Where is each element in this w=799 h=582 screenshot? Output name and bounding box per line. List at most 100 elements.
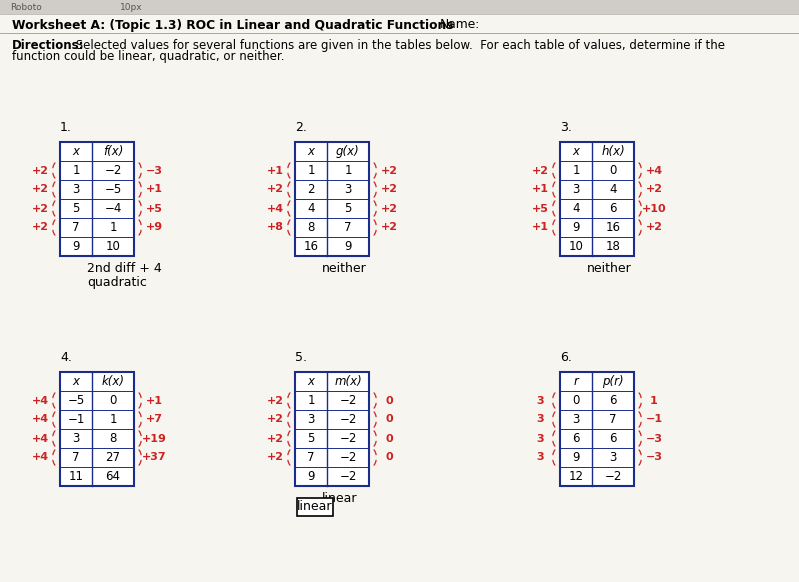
Text: 16: 16 (606, 221, 621, 234)
Text: neither: neither (322, 262, 367, 275)
Text: 9: 9 (572, 451, 580, 464)
Text: 10px: 10px (120, 2, 143, 12)
Text: 3: 3 (610, 451, 617, 464)
Text: 1: 1 (344, 164, 352, 177)
Text: +5: +5 (531, 204, 548, 214)
Text: −3: −3 (646, 452, 662, 463)
Text: 9: 9 (72, 240, 80, 253)
Text: 12: 12 (569, 470, 583, 483)
Text: +4: +4 (31, 414, 49, 424)
Text: Worksheet A: (Topic 1.3) ROC in Linear and Quadratic Functions: Worksheet A: (Topic 1.3) ROC in Linear a… (12, 19, 454, 31)
Text: m(x): m(x) (334, 375, 362, 388)
Text: −5: −5 (67, 394, 85, 407)
Text: +1: +1 (531, 184, 548, 194)
Text: −2: −2 (340, 451, 356, 464)
Text: h(x): h(x) (601, 145, 625, 158)
Text: 7: 7 (72, 221, 80, 234)
Text: +10: +10 (642, 204, 666, 214)
Text: 0: 0 (385, 414, 393, 424)
Text: 5: 5 (308, 432, 315, 445)
Text: 4: 4 (610, 183, 617, 196)
Text: 0: 0 (109, 394, 117, 407)
Text: −3: −3 (646, 434, 662, 443)
Text: −5: −5 (105, 183, 121, 196)
Text: x: x (308, 145, 315, 158)
Text: neither: neither (587, 262, 632, 275)
Text: 3: 3 (308, 413, 315, 426)
Text: +2: +2 (31, 204, 49, 214)
Text: +4: +4 (646, 165, 662, 176)
Text: +19: +19 (141, 434, 166, 443)
Text: 6: 6 (610, 202, 617, 215)
Text: +2: +2 (31, 184, 49, 194)
Text: 5: 5 (344, 202, 352, 215)
Text: Selected values for several functions are given in the tables below.  For each t: Selected values for several functions ar… (72, 39, 725, 52)
Text: g(x): g(x) (336, 145, 360, 158)
Text: 16: 16 (304, 240, 319, 253)
Text: −1: −1 (67, 413, 85, 426)
Text: x: x (573, 145, 579, 158)
Bar (295, 142, 369, 256)
Text: 27: 27 (105, 451, 121, 464)
Text: 0: 0 (610, 164, 617, 177)
Text: 2.: 2. (295, 121, 307, 134)
Bar (295, 372, 369, 486)
Text: −2: −2 (604, 470, 622, 483)
Text: 8: 8 (308, 221, 315, 234)
Text: 1: 1 (308, 164, 315, 177)
Text: 4.: 4. (60, 351, 72, 364)
Text: x: x (73, 145, 79, 158)
Text: 3: 3 (536, 434, 544, 443)
Text: +2: +2 (380, 204, 397, 214)
Text: +9: +9 (145, 222, 162, 232)
Text: +4: +4 (266, 204, 284, 214)
Text: 3: 3 (344, 183, 352, 196)
Text: 3: 3 (572, 183, 580, 196)
Text: 3: 3 (536, 452, 544, 463)
Text: 1: 1 (308, 394, 315, 407)
Bar (297, 498, 333, 516)
Text: Directions:: Directions: (12, 39, 85, 52)
Text: +2: +2 (531, 165, 548, 176)
Text: −2: −2 (340, 394, 356, 407)
Text: 1: 1 (572, 164, 580, 177)
Text: +4: +4 (31, 452, 49, 463)
Text: −1: −1 (646, 414, 662, 424)
Text: 3: 3 (536, 414, 544, 424)
Text: 7: 7 (344, 221, 352, 234)
Text: 4: 4 (572, 202, 580, 215)
Text: Roboto: Roboto (10, 2, 42, 12)
Text: −3: −3 (145, 165, 162, 176)
Text: 5: 5 (73, 202, 80, 215)
Text: 7: 7 (72, 451, 80, 464)
Text: 1.: 1. (60, 121, 72, 134)
Text: 4: 4 (308, 202, 315, 215)
Text: 3: 3 (536, 396, 544, 406)
Text: 0: 0 (385, 396, 393, 406)
Bar (560, 372, 634, 486)
Text: 9: 9 (308, 470, 315, 483)
Text: +2: +2 (380, 222, 397, 232)
Text: −2: −2 (340, 470, 356, 483)
Text: linear: linear (297, 499, 332, 513)
Text: linear: linear (322, 492, 357, 505)
Text: 2: 2 (308, 183, 315, 196)
Text: x: x (73, 375, 79, 388)
Text: 8: 8 (109, 432, 117, 445)
Text: +2: +2 (267, 184, 284, 194)
Text: 9: 9 (344, 240, 352, 253)
Text: 2nd diff + 4: 2nd diff + 4 (87, 262, 161, 275)
Text: quadratic: quadratic (87, 276, 147, 289)
Text: k(x): k(x) (101, 375, 125, 388)
Text: 11: 11 (69, 470, 84, 483)
Text: 1: 1 (72, 164, 80, 177)
Text: +37: +37 (141, 452, 166, 463)
Text: +1: +1 (145, 184, 162, 194)
Text: 64: 64 (105, 470, 121, 483)
Text: −2: −2 (340, 432, 356, 445)
Text: +2: +2 (380, 184, 397, 194)
Text: +7: +7 (145, 414, 162, 424)
Text: +2: +2 (646, 184, 662, 194)
Text: 10: 10 (105, 240, 121, 253)
Text: r: r (574, 375, 578, 388)
